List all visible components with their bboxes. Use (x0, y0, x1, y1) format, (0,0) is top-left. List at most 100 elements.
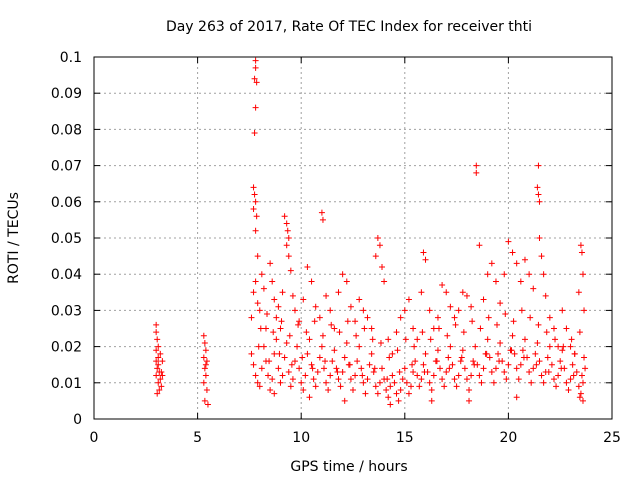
data-point (260, 285, 267, 292)
data-points (153, 57, 589, 408)
data-point (563, 379, 570, 386)
data-point (159, 372, 166, 379)
data-point (299, 354, 306, 361)
data-point (509, 249, 516, 256)
data-point (447, 343, 454, 350)
data-point (335, 376, 342, 383)
data-point (477, 325, 484, 332)
data-point (573, 368, 580, 375)
data-point (399, 376, 406, 383)
data-point (341, 354, 348, 361)
data-point (501, 368, 508, 375)
data-point (396, 368, 403, 375)
x-tick-label: 0 (90, 430, 99, 446)
data-point (368, 325, 375, 332)
data-point (157, 376, 164, 383)
data-point (153, 321, 160, 328)
data-point (439, 376, 446, 383)
data-point (306, 336, 313, 343)
data-point (488, 368, 495, 375)
data-point (289, 376, 296, 383)
data-point (488, 260, 495, 267)
data-point (534, 184, 541, 191)
data-point (329, 358, 336, 365)
data-point (350, 387, 356, 394)
data-point (395, 397, 402, 404)
data-point (567, 343, 574, 350)
data-point (536, 198, 543, 205)
y-tick-label: 0 (73, 412, 82, 428)
data-point (254, 253, 261, 260)
data-point (581, 307, 588, 314)
data-point (508, 347, 515, 354)
data-point (430, 325, 437, 332)
data-point (323, 379, 330, 386)
data-point (470, 358, 477, 365)
data-point (401, 365, 408, 372)
y-tick-label: 0.1 (60, 50, 82, 66)
data-point (283, 220, 290, 227)
data-point (459, 289, 466, 296)
x-tick-labels: 0 5 10 15 20 25 (90, 430, 621, 446)
data-point (252, 278, 259, 285)
data-point (289, 292, 296, 299)
data-point (288, 361, 295, 368)
data-point (460, 329, 467, 336)
data-point (318, 209, 325, 216)
data-point (405, 390, 412, 397)
data-point (555, 343, 562, 350)
data-point (446, 365, 453, 372)
data-point (153, 358, 160, 365)
data-point (252, 104, 259, 111)
data-point (258, 365, 265, 372)
data-point (269, 278, 276, 285)
data-point (361, 325, 368, 332)
data-point (260, 343, 267, 350)
data-point (296, 365, 303, 372)
data-point (412, 358, 419, 365)
data-point (420, 361, 427, 368)
data-point (346, 361, 353, 368)
data-point (362, 390, 369, 397)
data-point (287, 267, 294, 274)
data-point (536, 358, 543, 365)
data-point (201, 339, 208, 346)
data-point (256, 383, 263, 390)
data-point (154, 390, 161, 397)
data-point (443, 289, 450, 296)
data-point (266, 358, 273, 365)
data-point (281, 354, 288, 361)
data-point (271, 296, 278, 303)
data-point (461, 365, 468, 372)
y-tick-label: 0.05 (51, 231, 82, 247)
data-point (505, 361, 512, 368)
data-point (433, 358, 440, 365)
data-point (389, 372, 396, 379)
data-point (466, 387, 473, 394)
x-axis-label: GPS time / hours (290, 459, 407, 475)
data-point (418, 376, 425, 383)
data-point (405, 296, 412, 303)
data-point (252, 64, 259, 71)
data-point (418, 289, 425, 296)
data-point (519, 347, 526, 354)
data-point (376, 379, 383, 386)
data-point (576, 329, 583, 336)
data-point (447, 303, 454, 310)
data-point (468, 372, 475, 379)
data-point (577, 390, 584, 397)
data-point (483, 350, 490, 357)
data-point (575, 289, 582, 296)
data-point (271, 390, 278, 397)
y-tick-label: 0.08 (51, 122, 82, 138)
data-point (485, 314, 492, 321)
data-point (343, 339, 350, 346)
data-point (322, 358, 329, 365)
x-tick-label: 25 (603, 430, 621, 446)
data-point (354, 358, 361, 365)
data-point (158, 368, 165, 375)
y-axis-label: ROTI / TECUs (6, 192, 22, 284)
data-point (555, 372, 562, 379)
data-point (414, 372, 421, 379)
data-point (314, 368, 321, 375)
